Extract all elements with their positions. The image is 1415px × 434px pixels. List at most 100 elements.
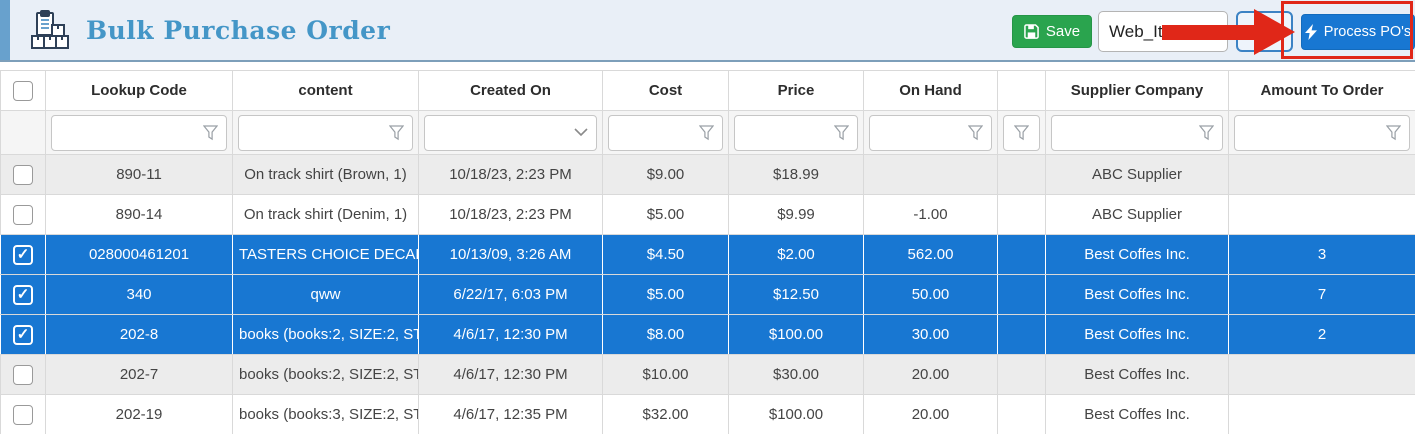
filter-cell-select	[0, 110, 46, 155]
lightning-bolt-icon	[1304, 24, 1317, 40]
cell-supplier-company: Best Coffes Inc.	[1045, 394, 1229, 434]
cell-on-hand: -1.00	[863, 194, 998, 235]
cell-price: $30.00	[728, 354, 864, 395]
cell-supplier-company: Best Coffes Inc.	[1045, 274, 1229, 315]
cell-cost: $5.00	[602, 274, 729, 315]
row-checkbox[interactable]: ✓	[13, 244, 33, 265]
cell-content: On track shirt (Brown, 1)	[232, 154, 419, 195]
cell-created-on: 10/18/23, 2:23 PM	[418, 194, 603, 235]
cell-supplier-company: Best Coffes Inc.	[1045, 234, 1229, 275]
funnel-icon	[1386, 124, 1401, 140]
table-row[interactable]: ✓ 202-8 books (books:2, SIZE:2, ST 4/6/1…	[0, 314, 1415, 355]
cell-created-on: 4/6/17, 12:30 PM	[418, 354, 603, 395]
grid-header-row: Lookup Code content Created On Cost Pric…	[0, 70, 1415, 111]
cell-on-hand: 20.00	[863, 394, 998, 434]
cell-extra	[997, 394, 1046, 434]
cell-extra	[997, 194, 1046, 235]
cell-price: $100.00	[728, 394, 864, 434]
filter-input-on-hand[interactable]	[869, 114, 992, 151]
cell-created-on: 10/13/09, 3:26 AM	[418, 234, 603, 275]
cell-extra	[997, 354, 1046, 395]
funnel-icon	[1199, 124, 1214, 140]
col-header-created-on[interactable]: Created On	[418, 70, 603, 111]
process-pos-label: Process PO's	[1323, 24, 1412, 40]
cell-lookup-code: 890-11	[45, 154, 233, 195]
filter-input-amount-to-order[interactable]	[1234, 114, 1410, 151]
cell-supplier-company: ABC Supplier	[1045, 154, 1229, 195]
filter-select-created-on[interactable]	[424, 114, 597, 151]
table-row[interactable]: 890-11 On track shirt (Brown, 1) 10/18/2…	[0, 154, 1415, 195]
row-checkbox[interactable]	[13, 164, 33, 185]
process-pos-button[interactable]: Process PO's	[1301, 14, 1415, 50]
header-actions: Save ▾ Process PO's	[995, 0, 1415, 62]
col-header-amount-to-order[interactable]: Amount To Order	[1228, 70, 1415, 111]
cell-content: On track shirt (Denim, 1)	[232, 194, 419, 235]
po-name-input[interactable]	[1098, 11, 1228, 52]
cell-amount-to-order: 7	[1228, 274, 1415, 315]
row-select-cell	[0, 154, 46, 195]
col-header-extra[interactable]	[997, 70, 1046, 111]
funnel-icon	[699, 124, 714, 140]
funnel-icon	[968, 124, 983, 140]
col-header-supplier-company[interactable]: Supplier Company	[1045, 70, 1229, 111]
save-button[interactable]: Save	[1012, 15, 1092, 48]
row-checkbox[interactable]: ✓	[13, 284, 33, 305]
funnel-icon	[834, 124, 849, 140]
cell-content: qww	[232, 274, 419, 315]
cell-on-hand: 50.00	[863, 274, 998, 315]
cell-cost: $5.00	[602, 194, 729, 235]
cell-extra	[997, 154, 1046, 195]
cell-lookup-code: 890-14	[45, 194, 233, 235]
cell-lookup-code: 202-7	[45, 354, 233, 395]
funnel-icon	[1014, 124, 1029, 140]
cell-lookup-code: 202-19	[45, 394, 233, 434]
cell-on-hand: 562.00	[863, 234, 998, 275]
cell-price: $9.99	[728, 194, 864, 235]
cell-lookup-code: 340	[45, 274, 233, 315]
table-row[interactable]: 890-14 On track shirt (Denim, 1) 10/18/2…	[0, 194, 1415, 235]
cell-content: books (books:2, SIZE:2, ST	[232, 354, 419, 395]
cell-cost: $8.00	[602, 314, 729, 355]
row-select-cell	[0, 354, 46, 395]
cell-content: books (books:2, SIZE:2, ST	[232, 314, 419, 355]
select-all-checkbox[interactable]	[13, 80, 33, 101]
po-options-button[interactable]: ▾	[1236, 11, 1293, 52]
cell-lookup-code: 202-8	[45, 314, 233, 355]
row-checkbox[interactable]	[13, 364, 33, 385]
cell-price: $18.99	[728, 154, 864, 195]
filter-input-content[interactable]	[238, 114, 413, 151]
col-header-content[interactable]: content	[232, 70, 419, 111]
cell-amount-to-order: 3	[1228, 234, 1415, 275]
row-select-cell: ✓	[0, 234, 46, 275]
filter-input-lookup-code[interactable]	[51, 114, 227, 151]
row-checkbox[interactable]	[13, 404, 33, 425]
chevron-down-icon	[574, 128, 588, 137]
cell-cost: $32.00	[602, 394, 729, 434]
row-checkbox[interactable]	[13, 204, 33, 225]
caret-down-icon: ▾	[1261, 23, 1268, 39]
table-row[interactable]: ✓ 028000461201 TASTERS CHOICE DECAFE 10/…	[0, 234, 1415, 275]
table-row[interactable]: 202-19 books (books:3, SIZE:2, ST 4/6/17…	[0, 394, 1415, 434]
col-header-on-hand[interactable]: On Hand	[863, 70, 998, 111]
filter-input-price[interactable]	[734, 114, 858, 151]
col-header-cost[interactable]: Cost	[602, 70, 729, 111]
cell-amount-to-order	[1228, 154, 1415, 195]
select-all-header-cell	[0, 70, 46, 111]
cell-on-hand: 30.00	[863, 314, 998, 355]
cell-price: $2.00	[728, 234, 864, 275]
filter-input-extra[interactable]	[1003, 114, 1040, 151]
cell-created-on: 4/6/17, 12:30 PM	[418, 314, 603, 355]
table-row[interactable]: 202-7 books (books:2, SIZE:2, ST 4/6/17,…	[0, 354, 1415, 395]
cell-lookup-code: 028000461201	[45, 234, 233, 275]
cell-amount-to-order	[1228, 394, 1415, 434]
cell-supplier-company: ABC Supplier	[1045, 194, 1229, 235]
table-row[interactable]: ✓ 340 qww 6/22/17, 6:03 PM $5.00 $12.50 …	[0, 274, 1415, 315]
filter-input-cost[interactable]	[608, 114, 723, 151]
col-header-lookup-code[interactable]: Lookup Code	[45, 70, 233, 111]
col-header-price[interactable]: Price	[728, 70, 864, 111]
cell-on-hand: 20.00	[863, 354, 998, 395]
page-title: Bulk Purchase Order	[86, 15, 391, 45]
filter-input-supplier-company[interactable]	[1051, 114, 1223, 151]
row-checkbox[interactable]: ✓	[13, 324, 33, 345]
cell-amount-to-order: 2	[1228, 314, 1415, 355]
